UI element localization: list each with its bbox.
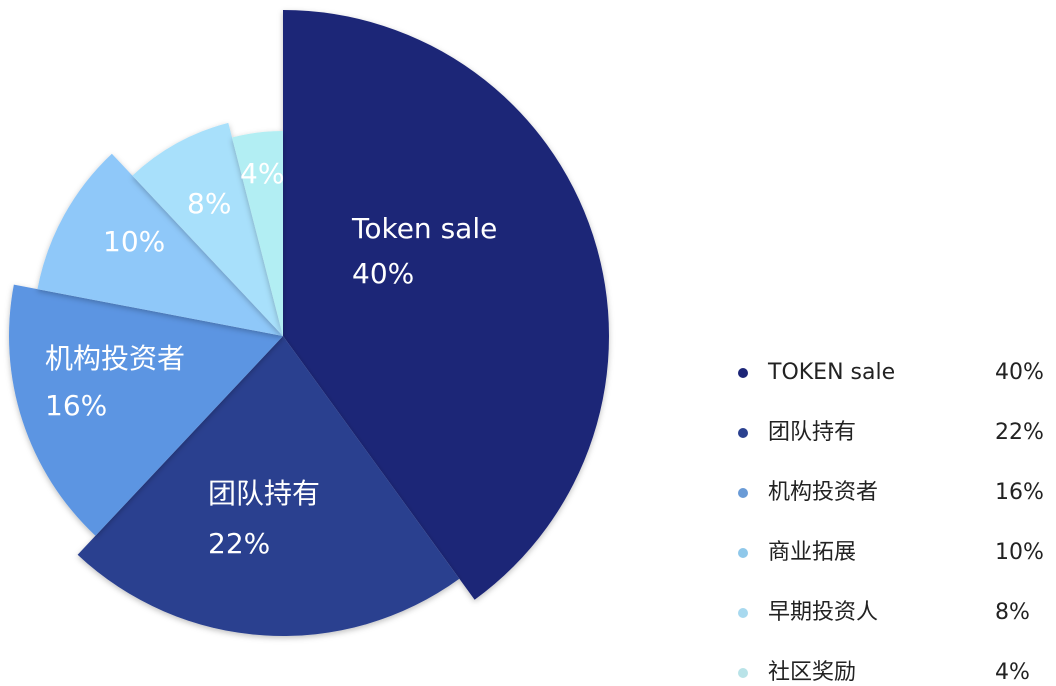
legend-value: 40% (995, 360, 1044, 385)
legend-label: 商业拓展 (768, 540, 856, 565)
legend-marker (738, 548, 748, 558)
legend-value: 16% (995, 480, 1044, 505)
legend-value: 22% (995, 420, 1044, 445)
pie-slice (37, 153, 283, 336)
slice-label: Token sale (351, 212, 497, 245)
legend-marker (738, 428, 748, 438)
slice-value-label: 40% (352, 257, 414, 290)
slice-value-label: 16% (45, 389, 107, 422)
legend-marker (738, 608, 748, 618)
pie-slice (132, 122, 283, 336)
pie-slice (77, 336, 460, 636)
legend-value: 8% (995, 600, 1030, 625)
pie-slice (283, 10, 609, 600)
legend-label: 早期投资人 (768, 600, 878, 625)
slice-value-label: 22% (208, 527, 270, 560)
slice-value-label: 10% (103, 225, 165, 258)
pie-slice (8, 284, 283, 536)
legend-label: TOKEN sale (767, 360, 895, 385)
pie-slice (232, 131, 283, 336)
slice-label: 机构投资者 (45, 342, 185, 375)
legend-label: 机构投资者 (768, 480, 878, 505)
slice-value-label: 4% (240, 157, 284, 190)
slice-label: 团队持有 (208, 477, 320, 510)
slice-value-label: 8% (187, 187, 231, 220)
legend-marker (738, 668, 748, 678)
legend-marker (738, 488, 748, 498)
legend-label: 团队持有 (768, 420, 856, 445)
legend-label: 社区奖励 (768, 660, 856, 685)
legend-value: 10% (995, 540, 1044, 565)
legend-value: 4% (995, 660, 1030, 685)
legend-marker (738, 368, 748, 378)
